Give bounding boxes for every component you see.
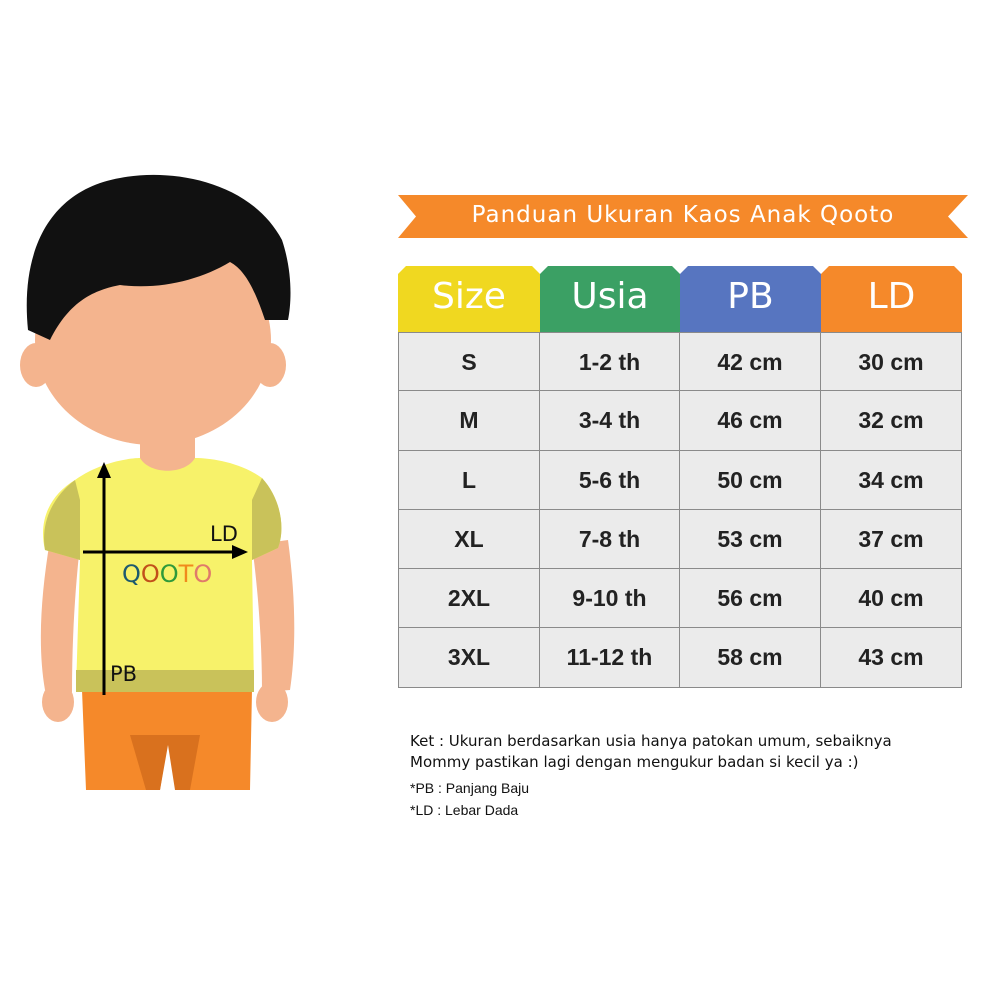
cell-pb: 58 cm [680,628,821,688]
cell-usia: 9-10 th [540,569,680,629]
cell-pb: 53 cm [680,509,821,570]
logo-letter: O [193,560,213,588]
cell-ld: 43 cm [821,628,962,688]
pb-label: PB [110,662,138,686]
notes: Ket : Ukuran berdasarkan usia hanya pato… [410,731,892,821]
cell-pb: 50 cm [680,450,821,510]
logo-letter: O [140,560,160,588]
table-row: M 3-4 th 46 cm 32 cm [398,391,962,451]
cell-ld: 37 cm [821,509,962,570]
cell-ld: 30 cm [821,332,962,392]
size-table: Size Usia PB LD S 1-2 th 42 cm 30 cm M 3-4 th… [398,266,962,688]
hair [26,174,291,340]
table-row: S 1-2 th 42 cm 30 cm [398,332,962,392]
table-row: XL 7-8 th 53 cm 37 cm [398,509,962,570]
logo-letter: Q [122,560,141,588]
note-pb: *PB : Panjang Baju [410,780,530,796]
child-illustration [20,174,295,790]
note-line-2: Mommy pastikan lagi dengan mengukur bada… [410,753,859,771]
table-row: 2XL 9-10 th 56 cm 40 cm [398,569,962,629]
header-pb: PB [680,266,821,332]
cell-size: 3XL [398,628,540,688]
cell-size: M [398,391,540,451]
table-row: L 5-6 th 50 cm 34 cm [398,450,962,510]
logo-letter: O [159,560,179,588]
header-ld: LD [821,266,962,332]
cell-ld: 34 cm [821,450,962,510]
table-row: 3XL 11-12 th 58 cm 43 cm [398,628,962,688]
page-title: Panduan Ukuran Kaos Anak Qooto [471,202,895,228]
note-line-1: Ket : Ukuran berdasarkan usia hanya pato… [410,732,892,750]
qooto-logo: QOOTO [122,560,212,588]
title-banner: Panduan Ukuran Kaos Anak Qooto [398,195,968,238]
cell-ld: 32 cm [821,391,962,451]
table-header: Size Usia PB LD [398,266,962,332]
cell-usia: 11-12 th [540,628,680,688]
cell-size: L [398,450,540,510]
cell-usia: 7-8 th [540,509,680,570]
note-ld: *LD : Lebar Dada [410,802,519,818]
cell-pb: 42 cm [680,332,821,392]
cell-pb: 46 cm [680,391,821,451]
cell-usia: 1-2 th [540,332,680,392]
cell-size: XL [398,509,540,570]
cell-ld: 40 cm [821,569,962,629]
cell-pb: 56 cm [680,569,821,629]
cell-usia: 3-4 th [540,391,680,451]
header-size: Size [398,266,540,332]
cell-size: S [398,332,540,392]
logo-letter: T [178,560,194,588]
cell-size: 2XL [398,569,540,629]
ld-label: LD [210,522,238,546]
cell-usia: 5-6 th [540,450,680,510]
header-usia: Usia [540,266,680,332]
